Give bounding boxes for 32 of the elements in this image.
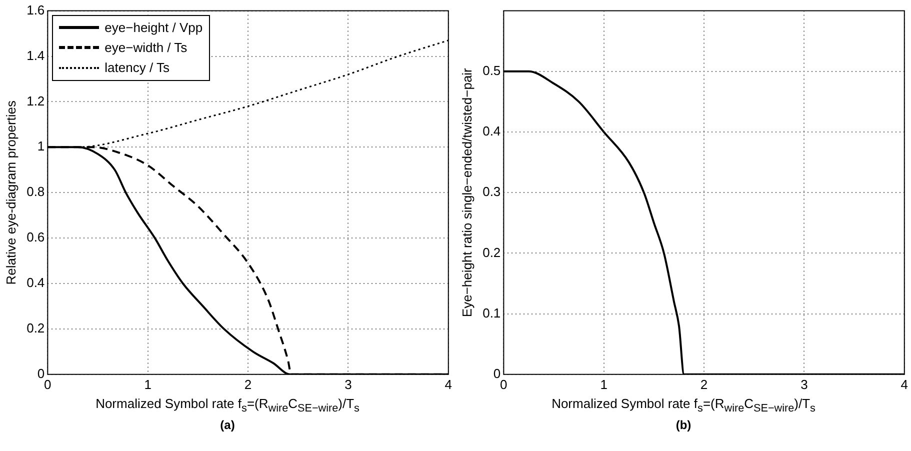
y-tick-label: 1.4 (26, 48, 45, 63)
y-tick-label: 0.6 (26, 230, 45, 245)
y-axis-title: Relative eye-diagram properties (3, 100, 18, 285)
y-tick-label: 0.8 (26, 184, 45, 200)
y-tick-label: 0.5 (482, 62, 501, 78)
legend-label: eye−width / Ts (104, 40, 188, 56)
y-tick-label: 1.2 (26, 93, 45, 108)
y-tick-label: 0.1 (482, 305, 501, 320)
x-tick-label: 2 (244, 376, 252, 392)
x-tick-label: 1 (144, 376, 152, 392)
legend-label: eye−height / Vpp (104, 20, 203, 36)
y-tick-label: 1.6 (26, 2, 45, 18)
y-tick-label: 1 (37, 138, 45, 154)
x-tick-label: 4 (900, 376, 908, 392)
y-tick-label: 0 (37, 366, 45, 381)
x-tick-label: 3 (344, 376, 352, 392)
x-tick-label: 1 (600, 376, 608, 392)
x-tick-label: 3 (800, 376, 808, 392)
y-tick-label: 0 (493, 366, 501, 381)
legend-label: latency / Ts (104, 60, 170, 76)
y-tick-label: 0.4 (482, 124, 501, 139)
y-tick-label: 0.4 (26, 275, 45, 290)
text: (a) (219, 418, 236, 432)
x-axis-title: Normalized Symbol rate f$_{s}$=(R$_{wire}$C$_{SE−wire}$)/T$_{s}$ (94, 396, 360, 415)
x-tick-label: 2 (700, 376, 708, 392)
y-tick-label: 0.2 (482, 244, 501, 260)
y-tick-label: 0.3 (482, 184, 501, 200)
y-axis-title: Eye−height ratio single−ended/twisted−pair (459, 67, 474, 318)
text: (b) (674, 418, 692, 432)
y-tick-label: 0.2 (26, 320, 45, 336)
x-axis-title: Normalized Symbol rate f$_{s}$=(R$_{wire}$C$_{SE−wire}$)/T$_{s}$ (550, 396, 816, 415)
x-tick-label: 4 (444, 376, 452, 392)
